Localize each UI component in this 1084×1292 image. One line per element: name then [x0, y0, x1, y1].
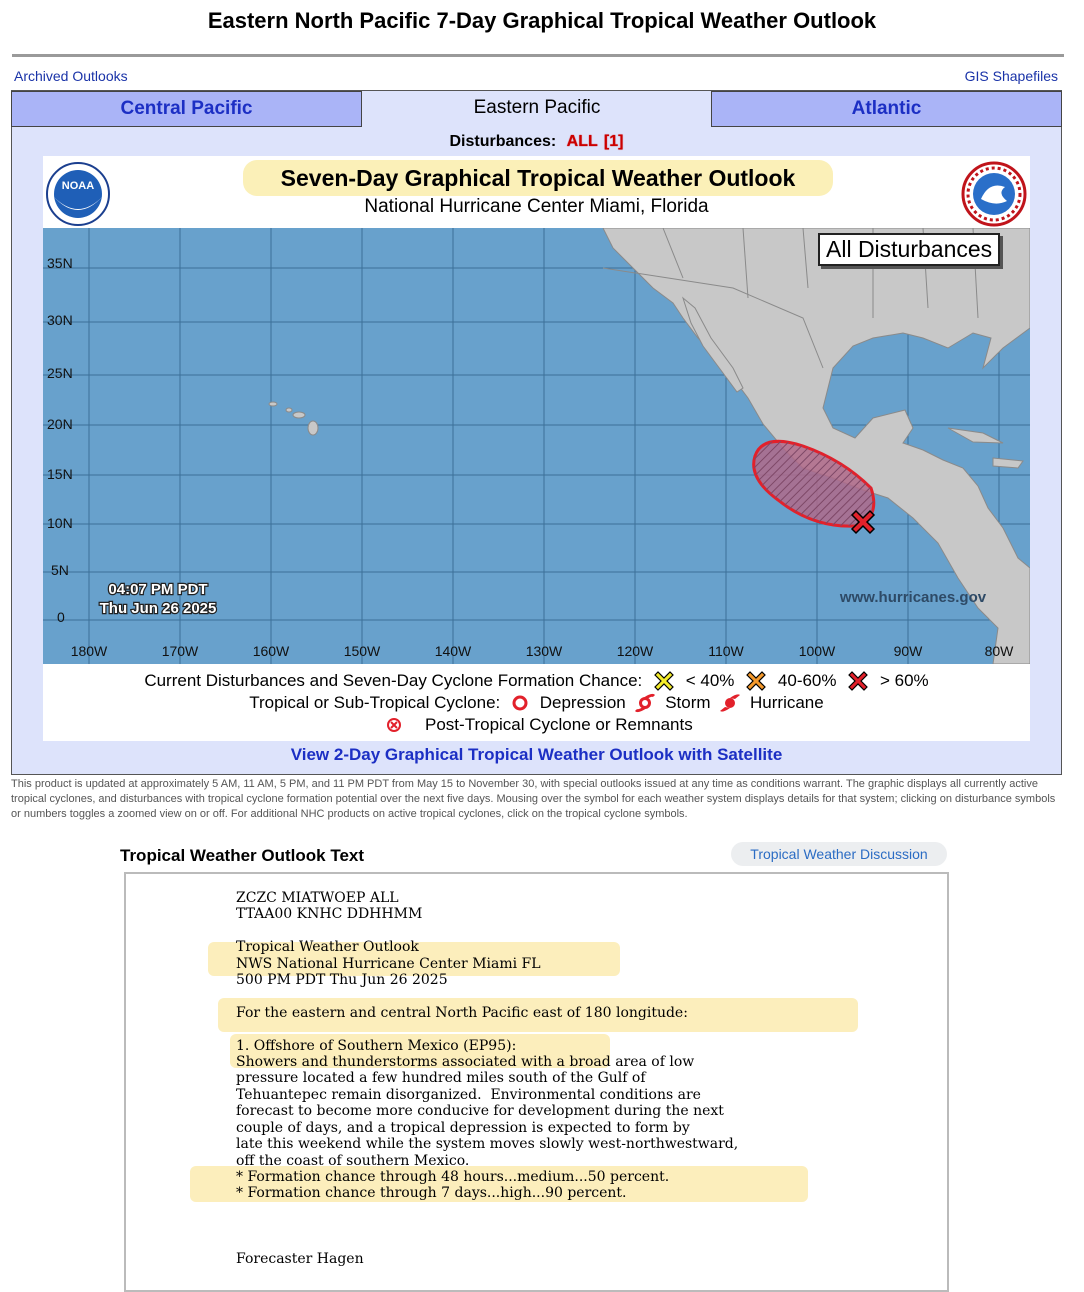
lat-label: 15N: [47, 466, 73, 482]
graphic-header: NOAA Seven-Day Graphical Tropical Weathe…: [43, 156, 1030, 228]
legend-medium: 40-60%: [777, 670, 837, 690]
lon-label: 110W: [708, 643, 744, 659]
legend-hurricane: Hurricane: [750, 692, 824, 712]
lon-label: 80W: [985, 643, 1015, 659]
disturbances-all-link[interactable]: ALL: [566, 133, 598, 150]
lat-label: 5N: [51, 562, 69, 578]
post-tropical-icon: [387, 717, 402, 732]
legend-storm: Storm: [665, 692, 711, 712]
baja-peninsula: [682, 296, 744, 393]
legend-formation-chance: Current Disturbances and Seven-Day Cyclo…: [43, 670, 1030, 691]
lat-label: 0: [57, 609, 65, 625]
lon-label: 170W: [162, 643, 199, 659]
legend-low: < 40%: [685, 670, 735, 690]
lat-label: 30N: [47, 312, 73, 328]
depression-icon: [512, 695, 528, 711]
tab-eastern-pacific[interactable]: Eastern Pacific: [362, 91, 712, 127]
medium-chance-x-icon: [746, 670, 767, 691]
lat-label: 25N: [47, 365, 73, 381]
tab-atlantic[interactable]: Atlantic: [711, 91, 1062, 127]
legend-depression: Depression: [539, 692, 626, 712]
highlight-mark: [190, 1166, 808, 1202]
legend-cyclone-label: Tropical or Sub-Tropical Cyclone:: [249, 692, 501, 712]
legend-post-tropical-label: Post-Tropical Cyclone or Remnants: [425, 714, 693, 734]
lat-label: 35N: [47, 255, 73, 271]
outlook-text-body: ZCZC MIATWOEP ALL TTAA00 KNHC DDHHMM Tro…: [236, 890, 739, 1267]
lat-label: 10N: [47, 515, 73, 531]
graphic-subtitle: National Hurricane Center Miami, Florida: [364, 196, 709, 217]
timestamp-date: Thu Jun 26 2025: [100, 600, 217, 617]
view-2day-outlook-link[interactable]: View 2-Day Graphical Tropical Weather Ou…: [290, 745, 783, 764]
hurricane-icon: [720, 693, 741, 712]
gis-shapefiles-link[interactable]: GIS Shapefiles: [964, 68, 1058, 84]
tab-central-pacific[interactable]: Central Pacific: [11, 91, 362, 127]
high-chance-x-icon[interactable]: [850, 509, 876, 535]
lat-label: 20N: [47, 416, 73, 432]
tropical-weather-discussion-button[interactable]: Tropical Weather Discussion: [731, 842, 947, 866]
highlight-mark: [208, 942, 620, 976]
high-chance-legend-x-icon: [848, 670, 869, 691]
outlook-text-box: ZCZC MIATWOEP ALL TTAA00 KNHC DDHHMM Tro…: [124, 872, 949, 1292]
outlook-text-heading: Tropical Weather Outlook Text: [120, 846, 365, 865]
update-note: This product is updated at approximately…: [11, 778, 1056, 820]
legend-cyclone-types: Tropical or Sub-Tropical Cyclone: Depres…: [43, 692, 1030, 713]
timestamp-time: 04:07 PM PDT: [108, 581, 207, 598]
lon-label: 100W: [799, 643, 836, 659]
map-legend: Current Disturbances and Seven-Day Cyclo…: [43, 664, 1030, 741]
outlook-frame: Central Pacific Eastern Pacific Atlantic…: [11, 90, 1062, 775]
legend-post-tropical: Post-Tropical Cyclone or Remnants: [43, 714, 1030, 735]
highlight-mark: [230, 1034, 610, 1068]
page-title: Eastern North Pacific 7-Day Graphical Tr…: [207, 8, 877, 33]
lon-label: 160W: [253, 643, 290, 659]
lon-label: 150W: [344, 643, 381, 659]
outlook-map: 35N 30N 25N 20N 15N 10N 5N 0 180W 170W 1…: [43, 228, 1030, 664]
lon-label: 120W: [617, 643, 654, 659]
lon-label: 140W: [435, 643, 472, 659]
archived-outlooks-link[interactable]: Archived Outlooks: [14, 68, 128, 84]
lon-label: 180W: [71, 643, 108, 659]
lon-label: 130W: [526, 643, 563, 659]
legend-formation-label: Current Disturbances and Seven-Day Cyclo…: [144, 670, 643, 690]
highlight-mark: [218, 998, 858, 1032]
outlook-graphic: NOAA Seven-Day Graphical Tropical Weathe…: [43, 156, 1030, 741]
all-disturbances-badge: All Disturbances: [818, 233, 1001, 266]
lon-label: 90W: [894, 643, 924, 659]
storm-icon: [635, 693, 656, 712]
disturbances-selector: Disturbances: ALL [1]: [12, 133, 1061, 151]
nws-logo-icon: [961, 161, 1027, 227]
low-chance-x-icon: [654, 670, 674, 691]
legend-high: > 60%: [879, 670, 929, 690]
noaa-logo-icon: NOAA: [46, 162, 110, 226]
graphic-title: Seven-Day Graphical Tropical Weather Out…: [243, 160, 833, 196]
title-divider: [12, 54, 1064, 57]
disturbance-count-link[interactable]: [1]: [603, 133, 624, 150]
svg-text:NOAA: NOAA: [62, 180, 94, 192]
disturbances-label: Disturbances:: [449, 133, 557, 150]
website-label: www.hurricanes.gov: [839, 589, 987, 606]
